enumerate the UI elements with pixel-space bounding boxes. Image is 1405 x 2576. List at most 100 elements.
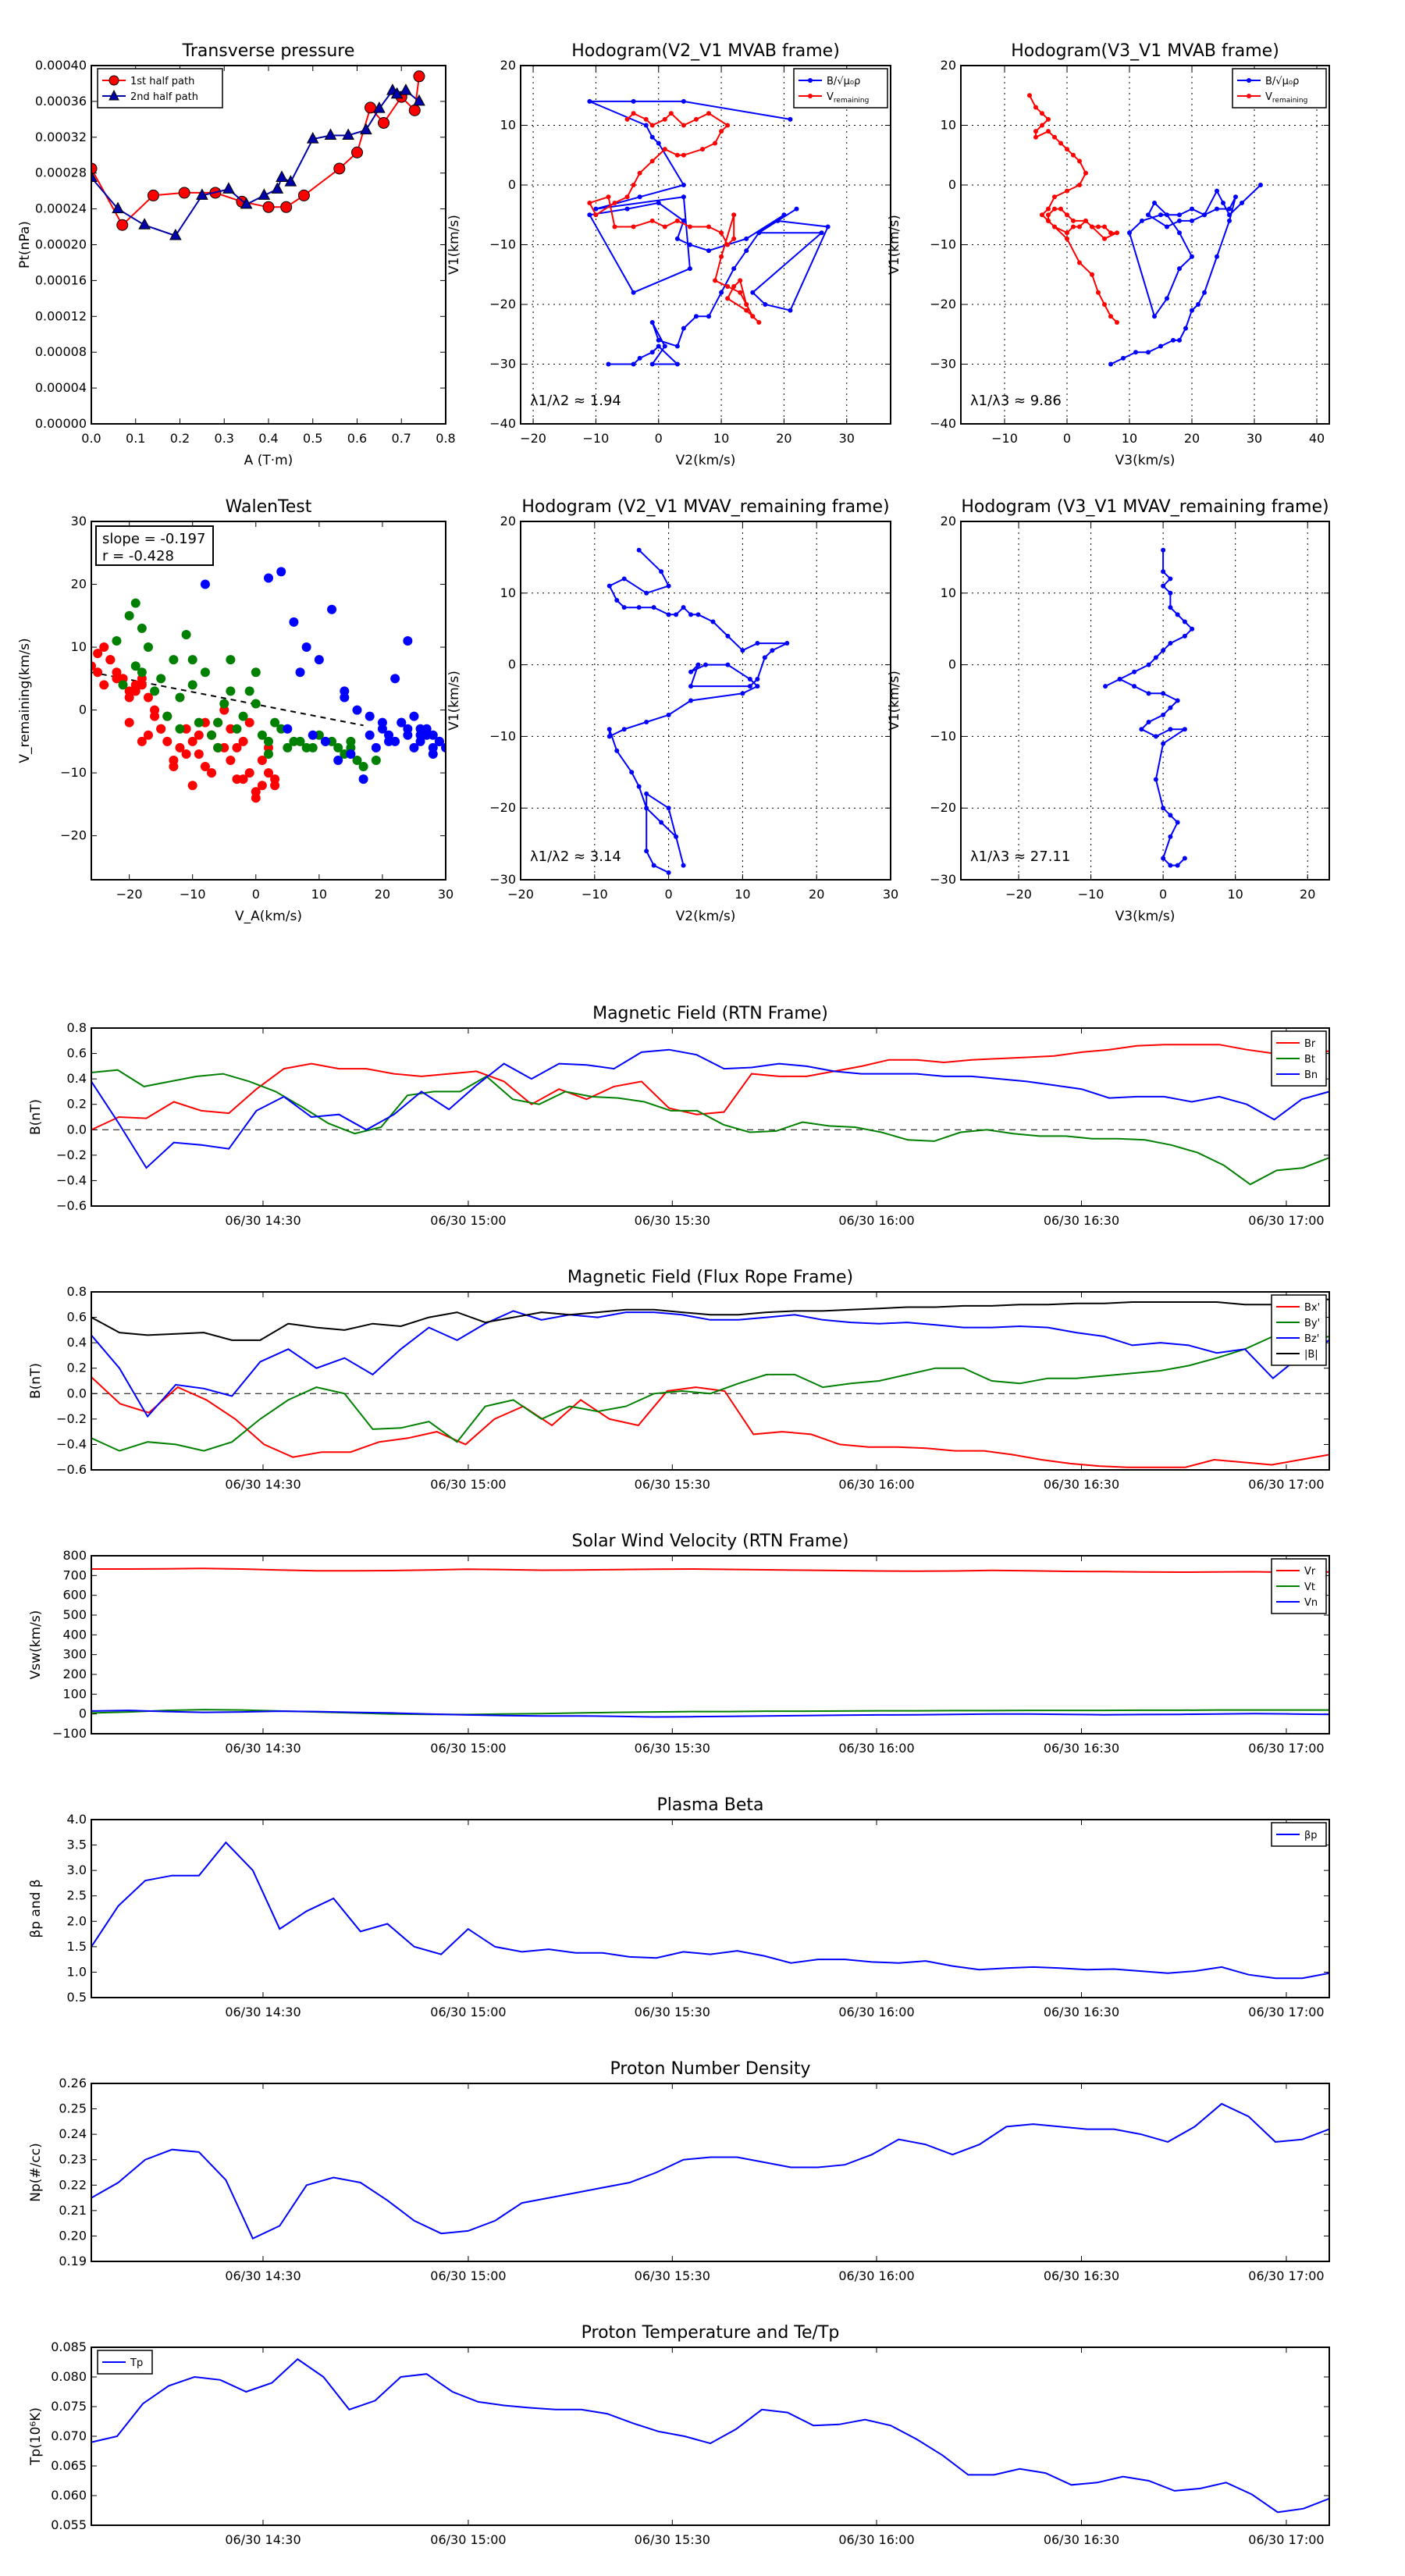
plot-frame [91, 2347, 1330, 2526]
y-tick-label: 0 [508, 177, 516, 192]
data-point [112, 636, 122, 646]
data-point [674, 612, 679, 617]
y-tick-label: 0.4 [67, 1071, 87, 1086]
data-point [1152, 200, 1157, 205]
data-point [784, 641, 790, 646]
data-point [187, 736, 197, 746]
y-tick-label: 10 [71, 639, 87, 654]
y-tick-label: −20 [930, 800, 956, 815]
y-tick-label: 2.0 [67, 1913, 87, 1928]
data-point [200, 579, 210, 589]
data-point [306, 132, 319, 144]
data-point [593, 206, 599, 212]
data-point [593, 212, 599, 218]
chart-hodo3: Hodogram (V2_V1 MVAV_remaining frame) −30… [446, 497, 898, 924]
chart-title: Proton Number Density [610, 2059, 811, 2079]
data-point [1146, 212, 1151, 218]
y-axis-label: V1(km/s) [446, 215, 462, 275]
data-point [763, 302, 768, 307]
data-point [1158, 343, 1163, 349]
data-point [649, 350, 655, 355]
y-tick-label: 0.2 [67, 1361, 87, 1375]
x-tick-label: 06/30 16:00 [838, 1477, 914, 1492]
data-point [1175, 863, 1180, 868]
y-tick-label: 0.00040 [35, 58, 87, 73]
chart-mag_rtn: Magnetic Field (RTN Frame) −0.6 −0.4 −0.2 0.… [28, 1004, 1330, 1228]
data-point [731, 266, 737, 272]
data-point [631, 290, 636, 295]
plot-area [91, 2102, 1329, 2240]
data-point [297, 189, 310, 201]
data-point [1065, 212, 1069, 218]
x-tick-label: 10 [1228, 887, 1243, 902]
y-tick-label: 100 [62, 1686, 87, 1701]
legend-marker [108, 89, 119, 101]
series-line-Br [91, 1044, 1329, 1131]
data-point [1065, 230, 1069, 236]
legend-label: Bz' [1304, 1333, 1319, 1345]
x-tick-label: 06/30 15:00 [430, 2268, 506, 2283]
data-point [222, 182, 235, 194]
x-tick-label: 20 [375, 887, 390, 902]
data-point [666, 612, 671, 617]
data-point [1071, 218, 1076, 223]
data-point [788, 308, 793, 313]
data-point [413, 94, 425, 106]
data-point [219, 699, 229, 709]
data-point [1153, 655, 1158, 660]
x-axis-label: A (T·m) [244, 453, 293, 468]
data-point [1058, 206, 1063, 212]
data-point [124, 717, 134, 728]
data-point [637, 355, 642, 361]
data-point [719, 129, 724, 134]
y-tick-label: 0.00000 [35, 416, 87, 431]
x-tick-label: 0 [1159, 887, 1167, 902]
data-point [719, 254, 724, 259]
data-point [118, 680, 128, 690]
legend-label: 2nd half path [130, 91, 198, 103]
data-point [651, 863, 656, 868]
y-tick-label: 0.00024 [35, 201, 87, 216]
data-point [606, 361, 611, 367]
data-point [1033, 105, 1038, 110]
x-tick-label: 06/30 14:30 [225, 1741, 301, 1756]
x-tick-label: 10 [735, 887, 750, 902]
data-point [156, 674, 166, 684]
y-tick-label: 0.23 [59, 2152, 87, 2167]
data-point [403, 636, 413, 646]
x-tick-label: 06/30 16:00 [838, 1741, 914, 1756]
data-point [1190, 206, 1194, 212]
data-point [1071, 224, 1076, 229]
data-point [681, 183, 686, 187]
x-tick-label: 06/30 15:30 [635, 1477, 710, 1492]
series-line-|B| [91, 1297, 1329, 1341]
series-line-V [588, 112, 759, 323]
data-point [1153, 734, 1158, 739]
data-point [770, 648, 775, 653]
y-tick-label: 1.0 [67, 1964, 87, 1979]
data-point [181, 629, 191, 639]
series-line-B/√μ₀ρ [588, 100, 830, 365]
y-tick-label: −30 [489, 872, 516, 887]
data-point [606, 727, 612, 732]
y-tick-label: −40 [930, 416, 956, 431]
data-point [371, 742, 381, 753]
data-point [1046, 129, 1051, 134]
data-point [1196, 302, 1200, 307]
data-point [725, 662, 731, 667]
data-point [373, 101, 386, 113]
data-point [1146, 691, 1151, 696]
data-point [1177, 218, 1182, 223]
data-point [116, 219, 129, 231]
data-point [320, 736, 330, 746]
y-tick-label: 0.00032 [35, 130, 87, 144]
data-point [644, 590, 649, 596]
x-tick-label: 0.3 [215, 431, 234, 446]
data-point [333, 162, 346, 175]
y-tick-label: 10 [941, 118, 956, 133]
data-point [1161, 741, 1166, 746]
data-point [631, 361, 636, 367]
data-point [1140, 218, 1144, 223]
y-tick-label: 0.00008 [35, 344, 87, 359]
legend-marker [108, 75, 119, 86]
